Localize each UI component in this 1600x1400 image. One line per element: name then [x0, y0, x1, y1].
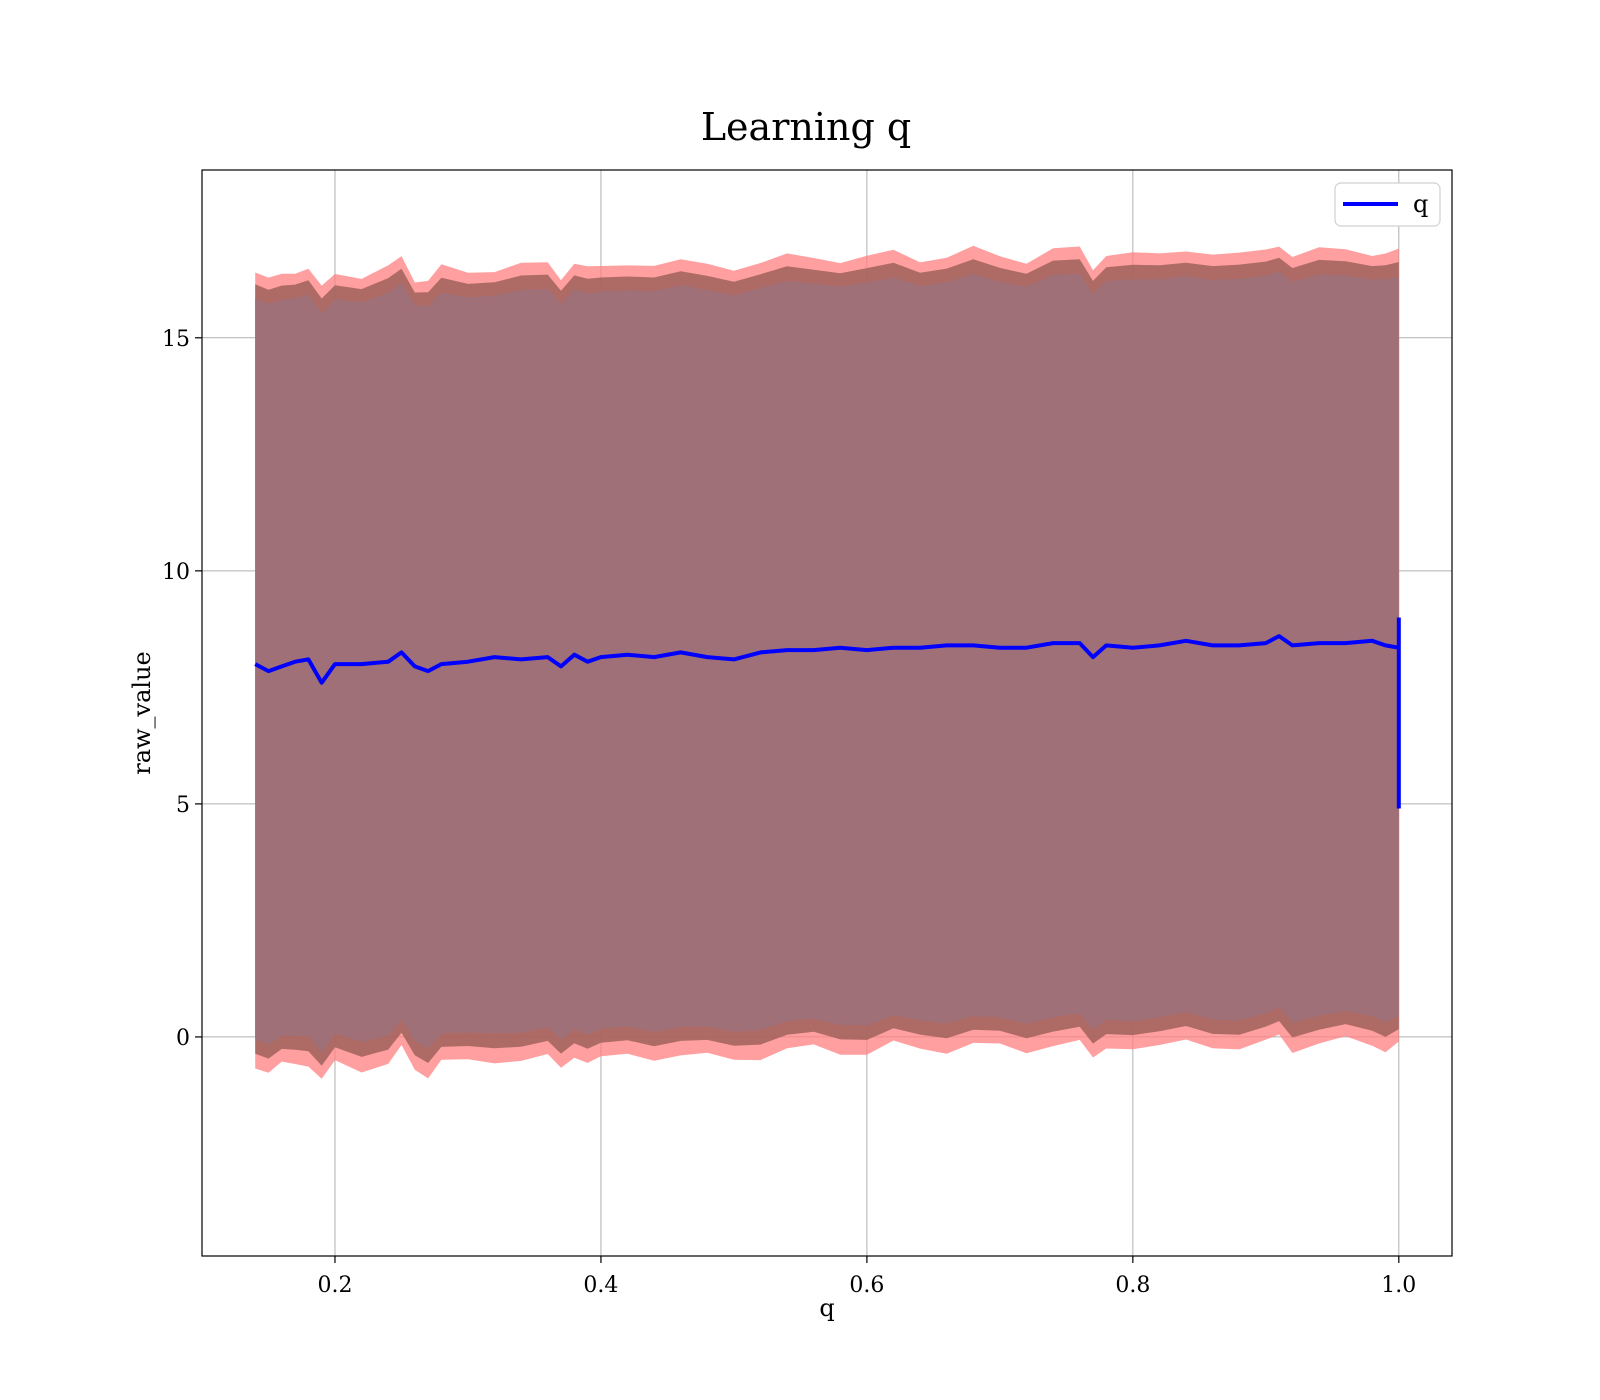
plot-area — [202, 170, 1452, 1256]
axes-frame — [201, 169, 1453, 1257]
x-tick-label: 0.2 — [317, 1273, 352, 1298]
y-tick-label: 0 — [176, 1026, 190, 1051]
legend-label: q — [1413, 190, 1428, 218]
y-tick-label: 15 — [162, 327, 190, 352]
x-axis: 0.2 0.4 0.6 0.8 1.0 — [317, 1256, 1416, 1298]
x-tick-label: 1.0 — [1381, 1273, 1416, 1298]
legend: q — [1334, 182, 1441, 227]
x-tick-label: 0.4 — [583, 1273, 618, 1298]
series-line-q — [254, 634, 1400, 685]
y-tick-label: 10 — [162, 560, 190, 585]
chart-title: Learning q — [701, 105, 911, 149]
y-tick-label: 5 — [176, 793, 190, 818]
y-axis-label: raw_value — [128, 651, 156, 775]
x-axis-label: q — [819, 1294, 834, 1322]
y-axis: 0 5 10 15 — [162, 327, 202, 1051]
confidence-band-inner — [255, 271, 1399, 1053]
x-tick-label: 0.8 — [1115, 1273, 1150, 1298]
x-tick-label: 0.6 — [849, 1273, 884, 1298]
